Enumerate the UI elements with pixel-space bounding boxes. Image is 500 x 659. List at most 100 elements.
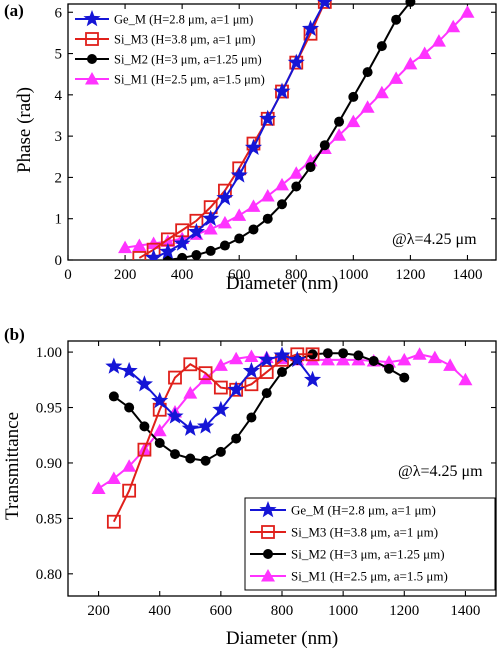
panel-b-data-point-ge-m xyxy=(166,407,184,424)
panel-b-data-point-si-m2 xyxy=(353,350,364,361)
panel-b-x-tick-label: 600 xyxy=(210,603,233,619)
panel-b-data-point-ge-m xyxy=(120,361,138,379)
panel-a-x-tick-label: 800 xyxy=(285,267,308,283)
panel-a-data-point-ge-m xyxy=(187,222,205,240)
panel-b-data-point-si-m1 xyxy=(443,358,458,371)
panel-a-data-point-si-m2 xyxy=(277,199,287,210)
panel-b-data-point-si-m1 xyxy=(198,371,213,385)
panel-b-axes: 200 400 600 800 1000 1200 1400 0.80 0.85 0.90 0.95… xyxy=(36,340,497,619)
panel-b-data-point-si-m1 xyxy=(229,351,244,365)
panel-b-y-axis-label: Transmittance xyxy=(2,412,23,520)
panel-b-x-axis-label: Diameter (nm) xyxy=(226,628,338,649)
panel-a-data-point-si-m1 xyxy=(289,166,304,179)
panel-a-data-point-ge-m xyxy=(273,82,291,99)
panel-a-x-tick-label: 1000 xyxy=(338,267,368,283)
panel-b-legend-entry: Si_M3 (H=3.8 μm, a=1 μm) xyxy=(291,525,438,540)
panel-b-data-point-si-m3 xyxy=(213,380,228,395)
panel-a-legend: Ge_M (H=2.8 μm, a=1 μm) Si_M3 (H=3.8 μm, … xyxy=(75,10,265,87)
panel-b-data-point-si-m1 xyxy=(412,347,427,360)
panel-a-data-point-si-m1 xyxy=(346,114,361,128)
panel-b-data-point-si-m3 xyxy=(259,365,274,379)
panel-a-data-point-ge-m xyxy=(301,19,320,37)
panel-b-data-point-si-m3 xyxy=(137,442,152,457)
panel-b-data-point-si-m3 xyxy=(106,514,121,529)
panel-b-data-point-si-m3 xyxy=(183,357,198,372)
panel-b-data-point-si-m1 xyxy=(397,352,412,366)
panel-a-data-point-si-m1 xyxy=(217,215,232,229)
panel-a-data-point-si-m3 xyxy=(317,0,332,9)
panel-b-data-point-si-m1 xyxy=(336,352,351,366)
panel-b-data-point-ge-m xyxy=(273,346,291,363)
panel-a-data-point-si-m2 xyxy=(376,41,387,52)
panel-a-series-line-si-m1 xyxy=(124,11,469,249)
panel-b-data-point-si-m1 xyxy=(320,352,335,366)
panel-a-x-tick-label: 1400 xyxy=(452,267,482,283)
panel-b-data-point-ge-m xyxy=(242,361,260,379)
panel-b-data-point-si-m1 xyxy=(122,459,137,472)
panel-a-data-point-si-m2 xyxy=(191,250,202,260)
panel-b-data-point-si-m2 xyxy=(185,453,196,464)
panel-a-data-point-si-m2 xyxy=(248,224,259,235)
panel-b-data-point-si-m2 xyxy=(124,402,135,413)
panel-a-legend-entry: Si_M3 (H=3.8 μm, a=1 μm) xyxy=(114,33,255,47)
panel-b-data-point-si-m1 xyxy=(106,471,121,484)
panel-a-data-point-si-m1 xyxy=(460,5,475,18)
panel-b-x-tick-label: 1200 xyxy=(389,603,419,619)
panel-a-data-point-si-m1 xyxy=(118,240,133,254)
panel-a-data-point-si-m1 xyxy=(203,222,218,235)
panel-a-y-tick-label: 1 xyxy=(55,212,63,228)
panel-b-data-point-ge-m xyxy=(135,375,153,392)
panel-a-legend-marker xyxy=(85,72,99,85)
panel-b-plot-area xyxy=(91,346,473,529)
panel-b-data-point-si-m2 xyxy=(231,433,242,444)
panel-b-legend-entry: Ge_M (H=2.8 μm, a=1 μm) xyxy=(291,503,436,518)
panel-a-data-point-si-m2 xyxy=(291,181,302,192)
panel-a-data-point-si-m2 xyxy=(177,252,188,260)
panel-a-data-point-ge-m xyxy=(259,109,277,127)
panel-b-data-point-si-m2 xyxy=(200,455,211,466)
panel-a-x-tick-label: 0 xyxy=(64,267,72,283)
panel-b-legend-entry: Si_M2 (H=3 μm, a=1.25 μm) xyxy=(291,547,445,562)
panel-b-y-tick-label: 0.90 xyxy=(36,456,62,472)
panel-a-data-point-si-m1 xyxy=(160,234,175,247)
panel-a-axes: 0 200 400 600 800 1000 1200 1400 0 1 2 3 4 5 6 xyxy=(55,3,497,283)
panel-a-x-tick-label: 400 xyxy=(171,267,194,283)
panel-a-legend-entry: Si_M2 (H=3 μm, a=1.25 μm) xyxy=(114,53,262,67)
panel-b-legend-marker xyxy=(259,501,277,518)
panel-a-data-point-si-m1 xyxy=(132,238,147,252)
panel-b-data-point-si-m3 xyxy=(244,377,259,392)
panel-a-data-point-si-m1 xyxy=(332,128,347,141)
panel-b-data-point-si-m2 xyxy=(215,446,226,457)
panel-b-data-point-ge-m xyxy=(197,417,215,434)
panel-a-data-point-ge-m xyxy=(202,209,220,226)
panel-a-data-point-si-m2 xyxy=(362,67,373,78)
panel-a-data-point-ge-m xyxy=(287,53,305,70)
panel-a-data-point-ge-m xyxy=(216,189,234,206)
panel-a-legend-marker xyxy=(83,10,101,27)
panel-a-y-tick-label: 2 xyxy=(55,170,63,186)
panel-a-x-axis-label: Diameter (nm) xyxy=(226,273,338,294)
panel-b-data-point-si-m1 xyxy=(458,372,473,386)
panel-b-data-point-si-m1 xyxy=(152,423,167,437)
panel-b-data-point-si-m2 xyxy=(399,372,410,383)
panel-b-data-point-si-m3 xyxy=(168,370,182,385)
panel-b-data-point-ge-m xyxy=(212,400,230,418)
panel-b-label: (b) xyxy=(4,325,25,344)
panel-a-data-point-si-m1 xyxy=(374,85,389,99)
panel-b-data-point-si-m1 xyxy=(244,349,259,363)
panel-b-data-point-si-m2 xyxy=(139,421,150,432)
panel-a-data-point-si-m1 xyxy=(246,199,261,212)
panel-b-data-point-ge-m xyxy=(288,350,306,368)
panel-a-data-point-ge-m xyxy=(173,234,191,251)
panel-b-data-point-ge-m xyxy=(304,370,322,388)
panel-b-legend-marker xyxy=(263,549,273,559)
panel-a-data-point-si-m1 xyxy=(431,34,446,47)
panel-a-data-point-si-m2 xyxy=(305,162,316,173)
panel-b-x-tick-label: 200 xyxy=(87,603,110,619)
panel-a-legend-marker xyxy=(87,54,97,64)
panel-a-y-tick-label: 5 xyxy=(55,47,63,63)
panel-b-data-point-si-m2 xyxy=(368,355,379,366)
panel-a-data-point-si-m2 xyxy=(234,233,245,244)
panel-b-y-tick-label: 0.95 xyxy=(36,401,62,417)
